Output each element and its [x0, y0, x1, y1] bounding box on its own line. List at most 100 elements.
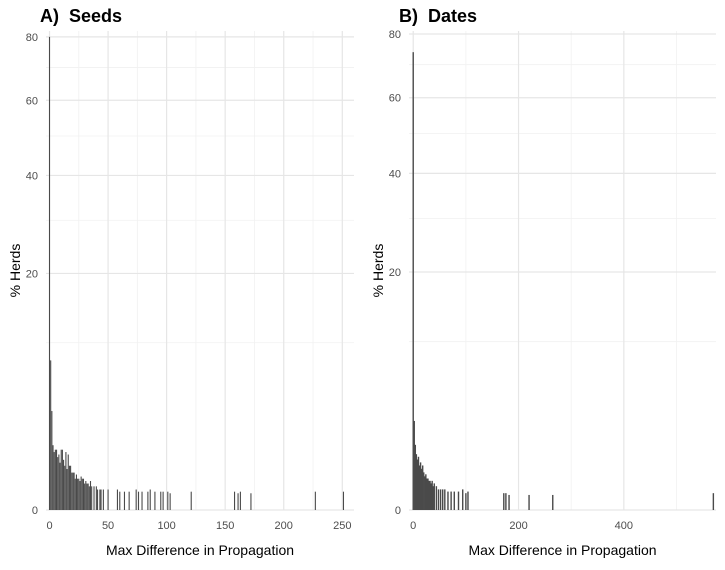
bar [100, 489, 102, 510]
bar [250, 493, 252, 510]
x-axis-title: Max Difference in Propagation [106, 542, 294, 558]
x-tick-label: 200 [509, 520, 527, 532]
bar [162, 491, 164, 510]
bar [416, 459, 419, 510]
bar [50, 360, 52, 510]
bar [423, 472, 425, 510]
bar [128, 491, 130, 510]
bar [119, 491, 121, 510]
x-tick-label: 50 [102, 520, 114, 532]
bar [453, 491, 455, 510]
x-tick-label: 400 [615, 520, 633, 532]
bar [426, 478, 428, 510]
y-tick-label: 20 [389, 267, 401, 279]
bar [72, 472, 74, 510]
bar [414, 444, 417, 510]
bar [51, 411, 53, 510]
bar [342, 491, 345, 510]
x-tick-label: 200 [275, 520, 293, 532]
bar [424, 476, 426, 510]
y-tick-label: 60 [389, 93, 401, 105]
bar [437, 489, 440, 510]
bar [80, 476, 82, 510]
bar [59, 462, 61, 510]
bar [508, 494, 510, 510]
bar [432, 486, 434, 510]
bar [420, 468, 423, 510]
bar [74, 478, 76, 510]
bar [53, 452, 55, 510]
bar [77, 478, 79, 510]
bar [435, 486, 438, 510]
bar [233, 491, 236, 510]
x-tick-label: 0 [410, 520, 416, 532]
bar [419, 462, 422, 510]
bar [149, 489, 151, 510]
bar [65, 452, 67, 510]
bar [154, 491, 156, 510]
bar [64, 465, 66, 510]
bar [86, 483, 88, 510]
bar [73, 472, 75, 510]
bar [237, 493, 239, 510]
bar [54, 449, 56, 510]
bar [85, 481, 87, 510]
bar [190, 491, 192, 510]
bar [417, 456, 420, 510]
bar [160, 491, 162, 510]
bar [429, 480, 431, 510]
bar [66, 469, 68, 510]
bar [57, 457, 59, 510]
bar [425, 474, 427, 510]
bar [63, 459, 65, 510]
bar [421, 465, 424, 510]
bar [60, 449, 62, 510]
bar [102, 489, 104, 510]
bar [415, 454, 418, 510]
bar [447, 491, 449, 510]
bar [428, 480, 430, 510]
x-tick-label: 100 [157, 520, 175, 532]
bar [418, 465, 421, 510]
y-tick-label: 80 [389, 29, 401, 41]
bar [88, 486, 90, 510]
bar [68, 465, 70, 510]
bar [147, 491, 149, 510]
bar [123, 491, 126, 510]
bar [427, 478, 429, 510]
x-tick-label: 250 [333, 520, 351, 532]
bar [167, 491, 169, 510]
bar [93, 486, 95, 510]
bar [412, 52, 414, 511]
bar [439, 489, 442, 510]
bar [169, 493, 171, 510]
bar [116, 489, 118, 510]
bar [467, 491, 469, 510]
bar [135, 489, 137, 510]
bar [52, 445, 54, 510]
bar [552, 494, 554, 510]
bar [87, 483, 89, 510]
y-tick-label: 0 [395, 505, 401, 517]
y-tick-label: 40 [26, 170, 38, 182]
bar [55, 449, 58, 510]
bar [91, 486, 93, 510]
y-tick-label: 80 [26, 32, 38, 44]
bar [75, 474, 77, 510]
bar [95, 486, 97, 510]
bar [67, 454, 69, 510]
bar [462, 489, 464, 510]
panel-title: A) Seeds [40, 6, 122, 26]
y-tick-label: 40 [389, 168, 401, 180]
bar [107, 489, 109, 510]
bar [81, 478, 83, 510]
bar [450, 491, 452, 510]
bar [465, 493, 467, 510]
bar [48, 36, 51, 510]
bar [99, 489, 101, 510]
bar [61, 449, 63, 510]
bar [78, 478, 80, 510]
bar [84, 483, 86, 510]
panel-title: B) Dates [399, 6, 477, 26]
